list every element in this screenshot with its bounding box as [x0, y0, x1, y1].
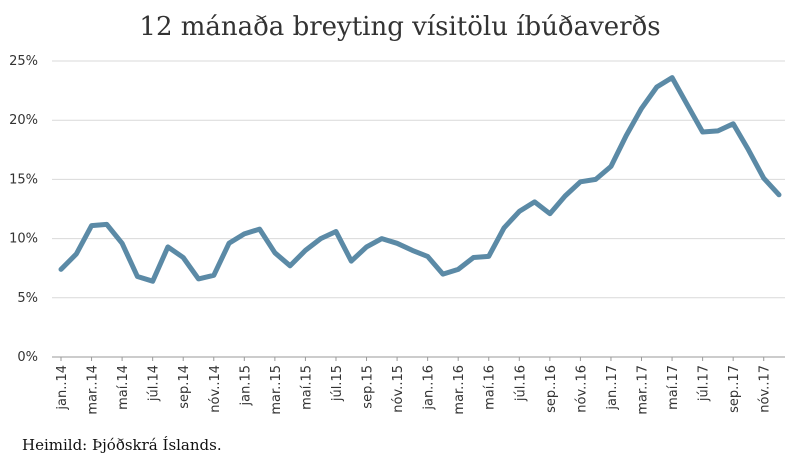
x-tick-label: mar..16: [452, 365, 467, 415]
x-tick-label: jan.15: [238, 365, 253, 407]
y-axis-ticks: 0% 5% 10% 15% 20% 25%: [9, 54, 38, 365]
x-tick-label: júl.16: [513, 365, 528, 402]
y-tick-label: 15%: [9, 172, 38, 187]
x-tick-label: sep.15: [361, 365, 376, 409]
x-tick-label: jan..16: [422, 365, 437, 411]
x-tick-label: nóv..17: [758, 365, 773, 413]
x-tick-label: jan..14: [55, 365, 70, 411]
x-tick-label: sep..16: [544, 365, 559, 413]
x-tick-label: nóv..15: [391, 365, 406, 413]
y-tick-label: 20%: [9, 113, 38, 128]
x-tick-label: mar..15: [269, 365, 284, 415]
x-tick-label: maí.16: [483, 365, 498, 410]
y-tick-label: 10%: [9, 232, 38, 247]
chart-title: 12 mánaða breyting vísitölu íbúðaverðs: [139, 12, 661, 42]
y-tick-label: 0%: [17, 350, 38, 365]
x-tick-label: maí.15: [299, 365, 314, 410]
x-tick-label: sep..17: [727, 365, 742, 413]
y-tick-label: 25%: [9, 54, 38, 69]
x-tick-label: jan..17: [605, 365, 620, 411]
x-tick-label: maí.14: [116, 365, 131, 410]
x-tick-label: júl.17: [697, 365, 712, 402]
x-tick-label: mar..17: [636, 365, 651, 415]
x-tick-label: sep.14: [177, 365, 192, 409]
x-axis-ticks: jan..14 mar..14 maí.14 júl.14 sep.14 nóv..14 j…: [55, 357, 773, 415]
gridlines: [52, 60, 785, 358]
x-tick-label: júl.14: [147, 365, 162, 402]
x-tick-label: maí.17: [666, 365, 681, 410]
series-line: [58, 75, 782, 284]
x-tick-label: júl.15: [330, 365, 345, 402]
x-tick-label: nóv..14: [208, 365, 223, 413]
y-tick-label: 5%: [17, 291, 38, 306]
source-note: Heimild: Þjóðskrá Íslands.: [22, 436, 222, 454]
x-tick-label: mar..14: [86, 365, 101, 415]
x-tick-label: nóv..16: [574, 365, 589, 413]
